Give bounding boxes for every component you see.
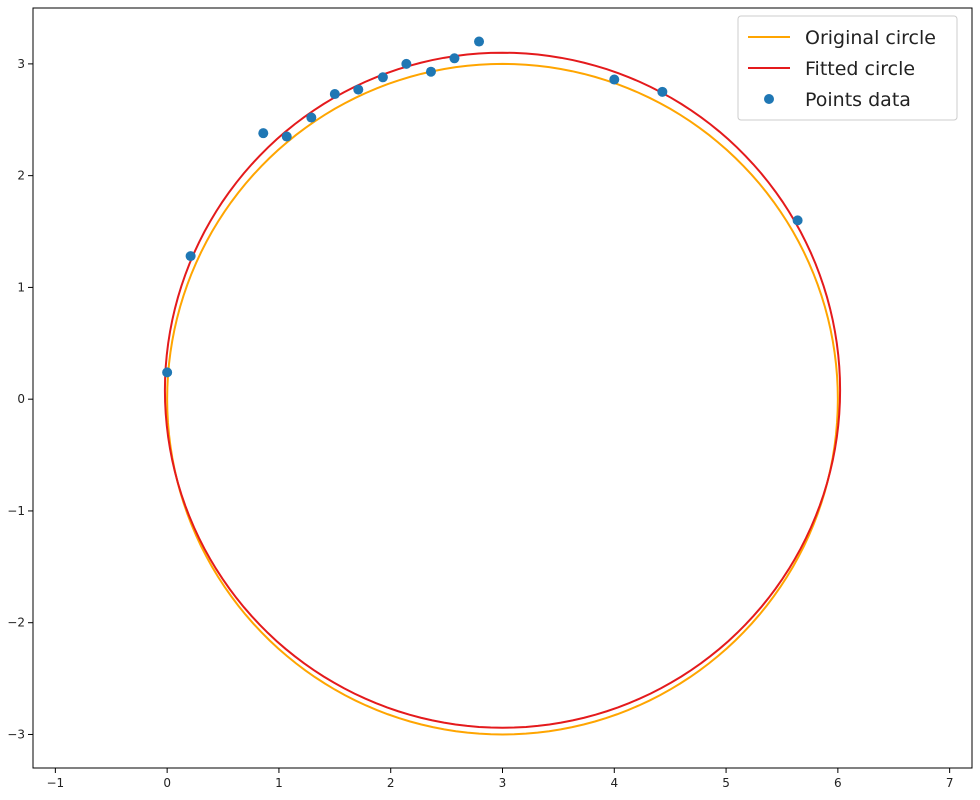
legend-swatch-points-data: [764, 94, 774, 104]
data-point: [401, 58, 412, 69]
data-point: [474, 36, 485, 47]
data-point: [377, 72, 388, 83]
y-tick-label: 1: [17, 280, 25, 294]
legend: Original circle Fitted circle Points dat…: [737, 15, 958, 121]
x-tick-label: 4: [610, 776, 618, 790]
legend-box: [737, 15, 958, 121]
data-point: [185, 251, 196, 262]
data-point: [792, 215, 803, 226]
y-axis: −3 −2 −1 0 1 2 3: [7, 57, 33, 741]
data-point: [609, 74, 620, 85]
x-tick-label: 1: [275, 776, 283, 790]
data-point: [353, 84, 364, 95]
x-axis: −1 0 1 2 3 4 5 6 7: [47, 768, 954, 790]
y-tick-label: −3: [7, 727, 25, 741]
y-tick-label: −1: [7, 504, 25, 518]
y-tick-label: −2: [7, 616, 25, 630]
y-tick-label: 0: [17, 392, 25, 406]
original-circle-line: [166, 62, 839, 736]
x-tick-label: −1: [47, 776, 65, 790]
x-tick-label: 5: [722, 776, 730, 790]
data-point: [657, 86, 668, 97]
plot-area: [32, 7, 973, 769]
x-tick-label: 2: [387, 776, 395, 790]
data-point: [329, 89, 340, 100]
y-tick-label: 3: [17, 57, 25, 71]
legend-label-points-data: Points data: [805, 89, 911, 111]
data-point: [306, 112, 317, 123]
x-tick-label: 3: [499, 776, 507, 790]
fitted-circle-line: [163, 51, 842, 729]
data-point: [425, 66, 436, 77]
legend-label-fitted-circle: Fitted circle: [805, 58, 915, 80]
series-layer: [162, 36, 842, 736]
y-tick-label: 2: [17, 169, 25, 183]
data-point: [258, 128, 269, 139]
data-point: [449, 53, 460, 64]
legend-label-original-circle: Original circle: [805, 27, 936, 49]
data-point: [281, 131, 292, 142]
x-tick-label: 6: [834, 776, 842, 790]
x-tick-label: 7: [946, 776, 954, 790]
data-point: [162, 367, 173, 378]
x-tick-label: 0: [163, 776, 171, 790]
